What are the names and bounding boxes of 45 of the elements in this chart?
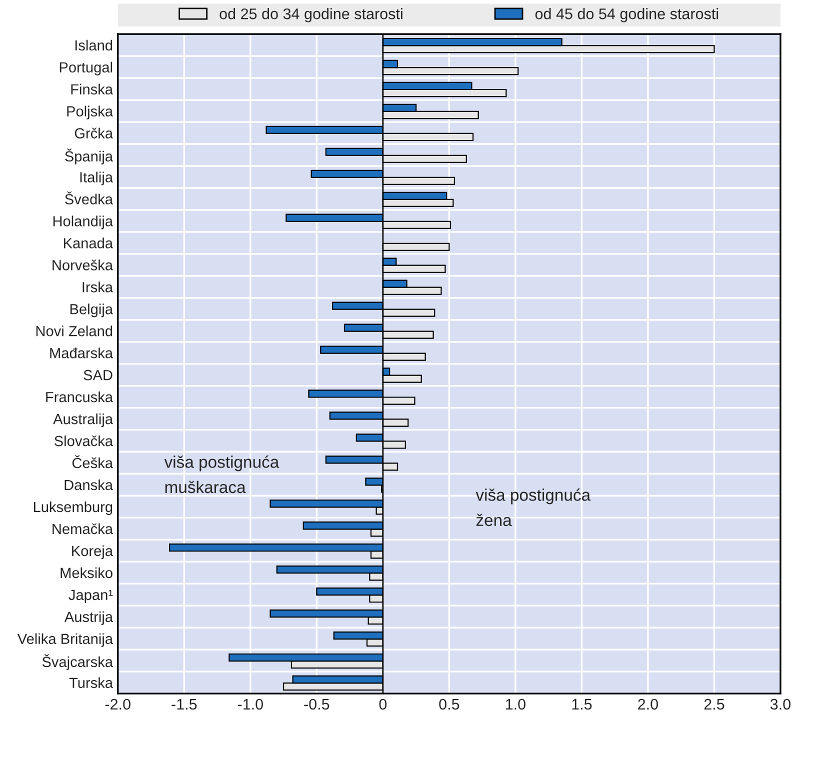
y-tick-label: Grčka: [74, 128, 114, 138]
annotation: viša postignuća žena: [476, 488, 591, 526]
y-tick-label: Norveška: [52, 260, 114, 270]
x-tick-label: 2.5: [704, 698, 724, 710]
x-tick-label: -0.5: [304, 698, 330, 710]
y-tick-label: Portugal: [60, 62, 112, 76]
y-tick-label: Luksemburg: [34, 501, 112, 516]
y-tick-label: Novi Zeland: [36, 326, 112, 336]
y-tick-label: Meksiko: [60, 567, 112, 578]
y-tick-label: Španija: [65, 148, 114, 164]
y-tick-label: Nemačka: [52, 523, 114, 534]
y-tick-label: Austrija: [64, 611, 114, 625]
x-tick-label: -2.0: [105, 698, 130, 710]
y-tick-label: Island: [75, 40, 112, 51]
y-tick-label: Irska: [82, 282, 114, 292]
y-tick-label: SAD: [84, 370, 112, 380]
x-tick-label: 0.5: [439, 698, 460, 710]
y-tick-label: Japan¹: [68, 590, 113, 603]
y-tick-label: Italija: [80, 172, 114, 186]
x-tick-label: 3.0: [770, 698, 790, 710]
annotation: viša postignuća muškaraca: [164, 455, 280, 494]
y-tick-label: Mađarska: [50, 348, 114, 358]
x-tick-label: -1.5: [172, 698, 197, 710]
y-tick-label: Švajcarska: [42, 654, 114, 670]
legend-label: od 45 do 54 godine starosti: [535, 8, 718, 22]
x-tick-label: -1.0: [238, 698, 263, 710]
y-tick-label: Češka: [72, 455, 114, 468]
y-tick-label: Velika Britanija: [17, 633, 114, 647]
x-tick-label: 1.0: [506, 698, 526, 710]
x-tick-label: 2.0: [638, 698, 658, 710]
y-tick-label: Holandija: [53, 216, 114, 230]
y-tick-label: Francuska: [46, 392, 114, 402]
y-tick-label: Australija: [53, 414, 114, 428]
x-tick-label: 0: [379, 698, 387, 710]
y-tick-label: Koreja: [72, 545, 114, 559]
x-tick-label: 1.5: [572, 698, 592, 710]
y-tick-label: Danska: [64, 479, 114, 490]
y-tick-label: Turska: [69, 677, 114, 688]
y-tick-label: Poljska: [67, 106, 114, 120]
y-tick-label: Belgija: [70, 304, 114, 318]
y-tick-label: Slovačka: [54, 435, 114, 446]
y-tick-label: Švedka: [65, 192, 114, 204]
y-tick-label: Kanada: [64, 238, 114, 248]
legend-label: od 25 do 34 godine starosti: [220, 8, 402, 22]
y-tick-label: Finska: [71, 84, 114, 94]
